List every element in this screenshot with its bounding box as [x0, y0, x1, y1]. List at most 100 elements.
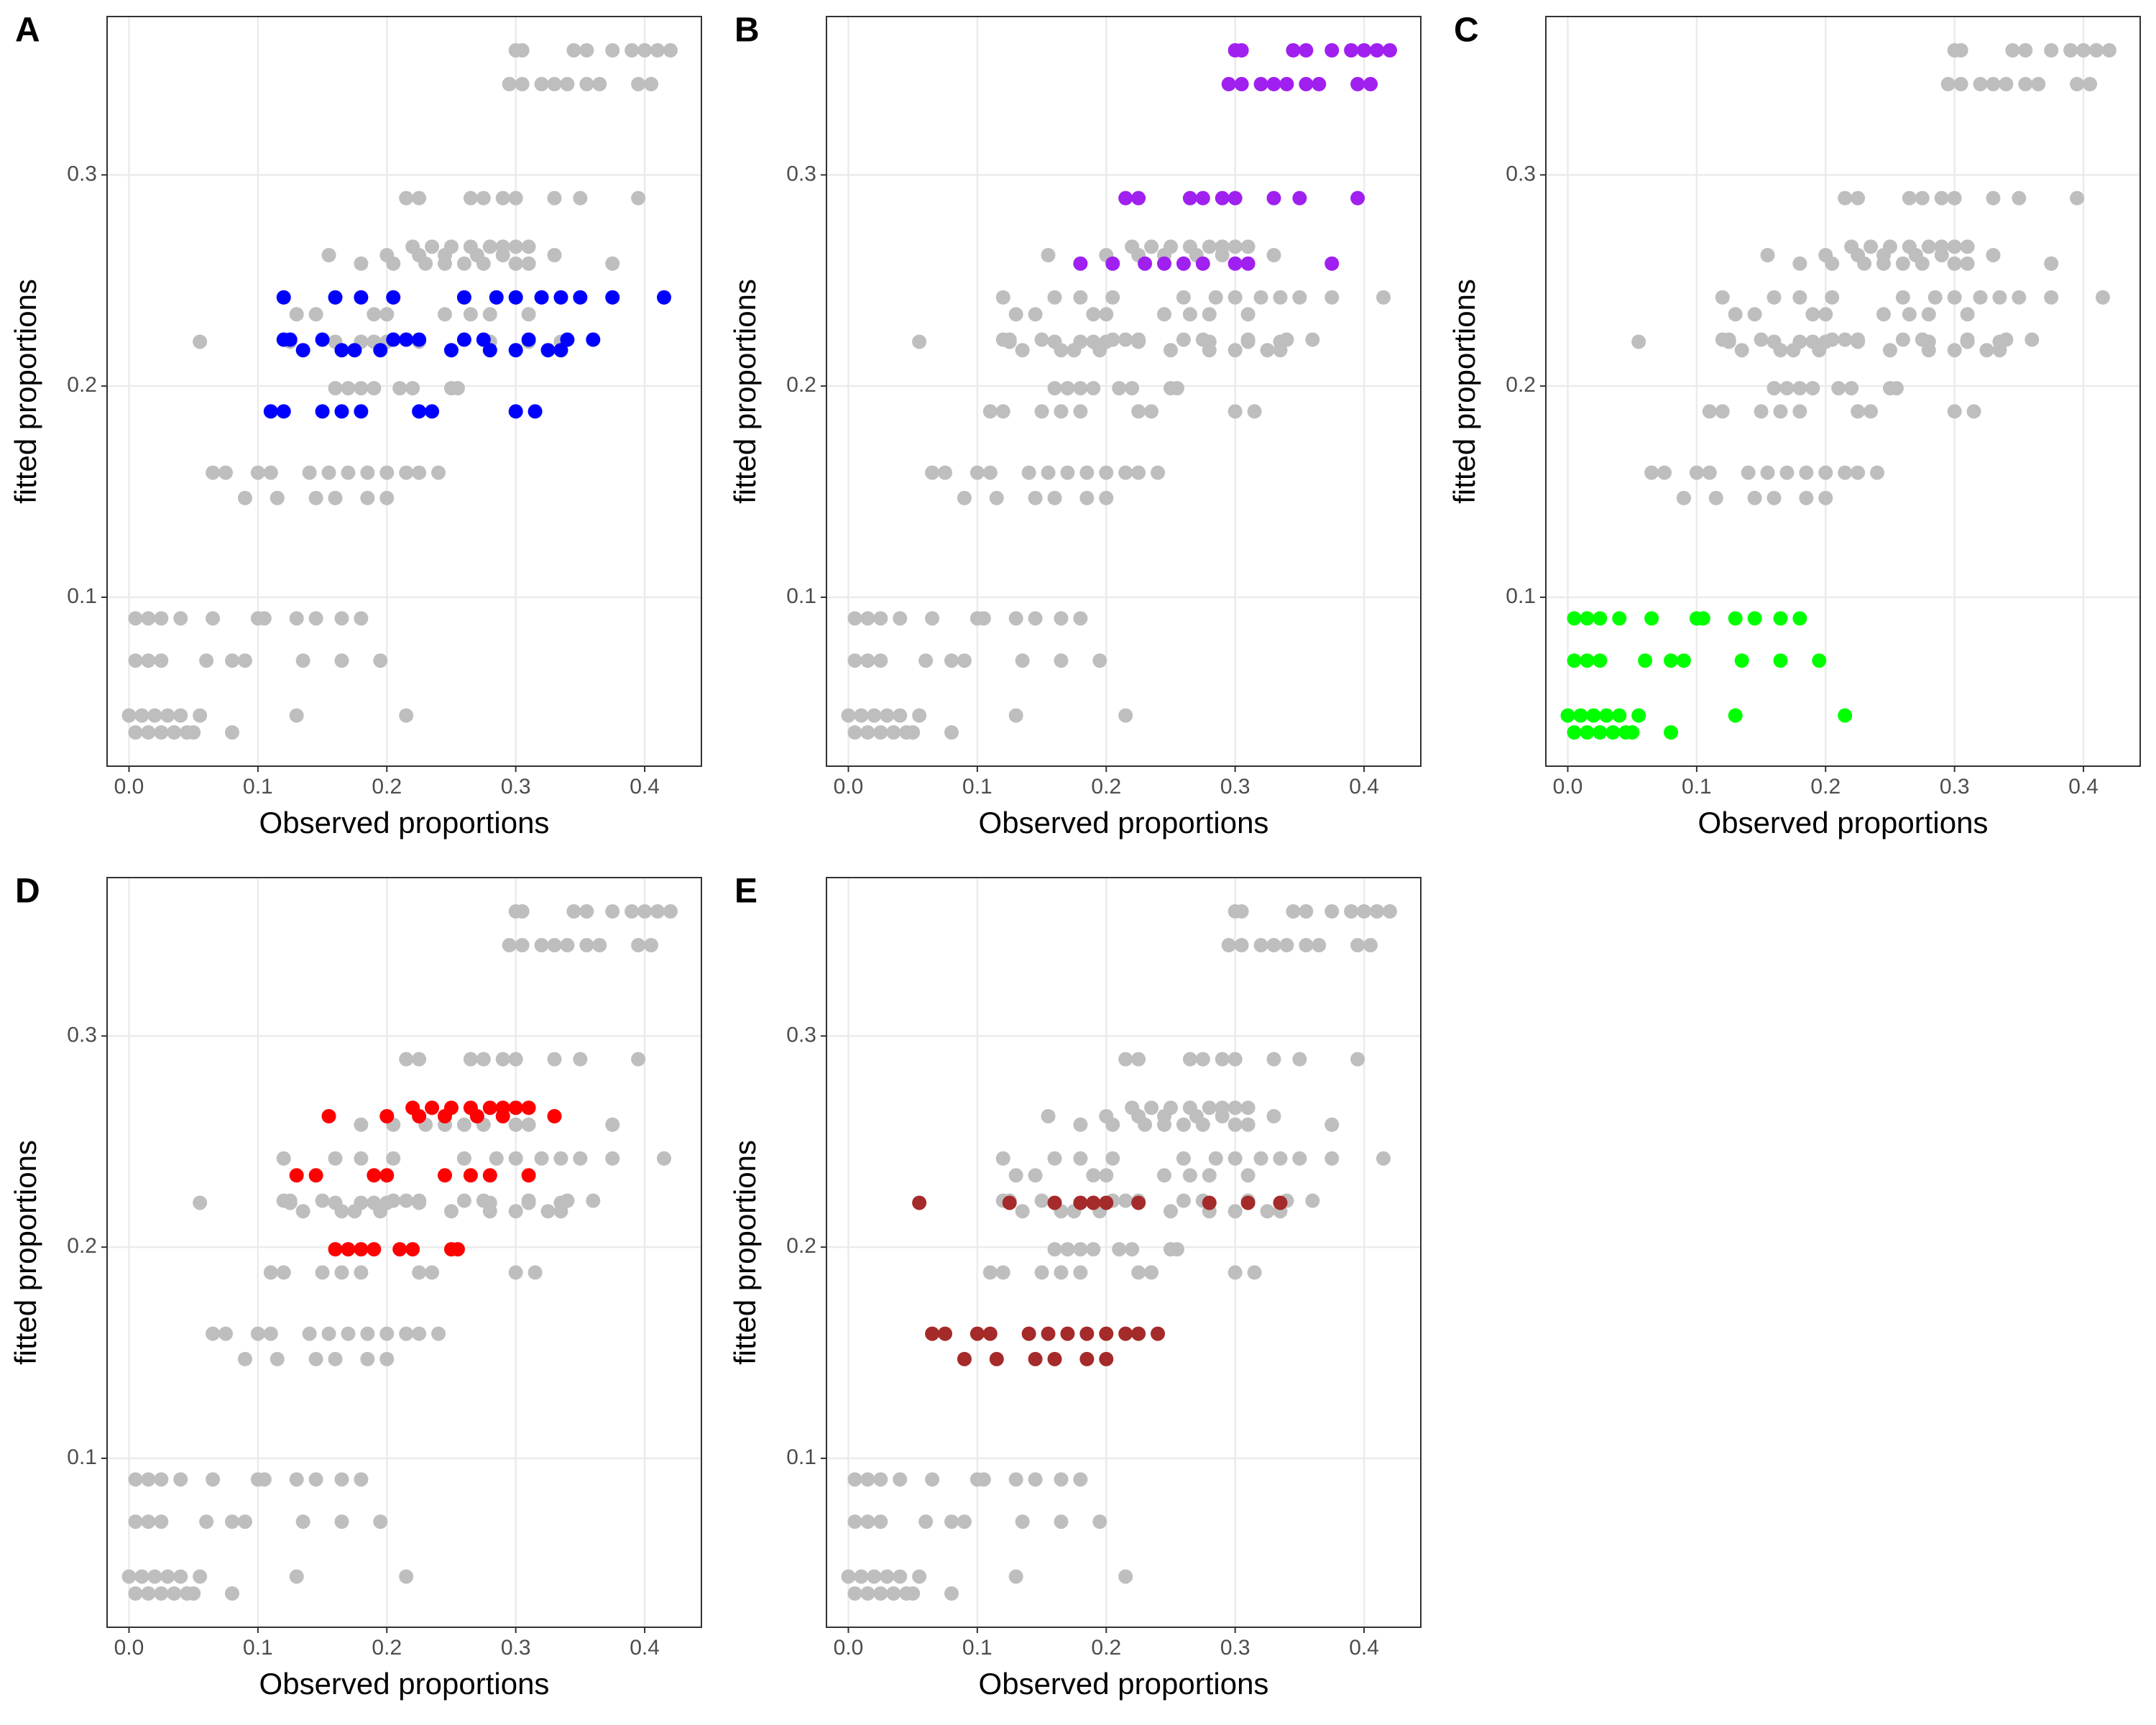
- point: [315, 1193, 330, 1208]
- point: [1240, 1168, 1256, 1183]
- point: [1131, 1265, 1146, 1280]
- point: [1350, 1052, 1365, 1067]
- point: [1370, 43, 1385, 58]
- point: [1054, 653, 1069, 668]
- point: [1008, 708, 1023, 723]
- point: [354, 256, 369, 271]
- point: [276, 290, 291, 305]
- point: [341, 1242, 356, 1257]
- point: [573, 190, 588, 206]
- point: [173, 611, 188, 626]
- point: [2070, 77, 2085, 92]
- point: [521, 307, 536, 322]
- point: [637, 43, 653, 58]
- point: [1221, 938, 1236, 953]
- point: [579, 938, 594, 953]
- point: [379, 247, 395, 262]
- point: [1215, 190, 1230, 206]
- point: [2012, 190, 2027, 206]
- point: [367, 381, 382, 396]
- point: [199, 1514, 214, 1530]
- panel: 0.0 0.1 0.2 0.3 0.4 0.1 0.2 0.3 Observed proport…: [728, 873, 1422, 1701]
- point: [1734, 653, 1749, 668]
- point: [1792, 611, 1807, 626]
- point: [1376, 1151, 1391, 1166]
- point: [1086, 307, 1101, 322]
- point: [1664, 724, 1679, 740]
- point: [206, 1326, 221, 1341]
- point: [405, 381, 420, 396]
- point: [1851, 190, 1866, 206]
- point: [147, 1569, 162, 1584]
- point: [631, 1052, 646, 1067]
- point: [1176, 1117, 1191, 1132]
- point: [315, 1265, 330, 1280]
- point: [495, 247, 510, 262]
- point: [1118, 190, 1133, 206]
- point: [502, 77, 517, 92]
- point: [1227, 1151, 1243, 1166]
- point: [873, 1514, 888, 1530]
- point: [1131, 334, 1146, 349]
- point: [463, 1052, 478, 1067]
- point: [1812, 653, 1827, 668]
- point: [1131, 1326, 1146, 1341]
- point: [463, 307, 478, 322]
- point: [1008, 1168, 1023, 1183]
- point: [566, 43, 581, 58]
- point: [1034, 404, 1049, 419]
- x-tick-label: 0.0: [1553, 775, 1583, 799]
- y-tick-label: 0.2: [786, 373, 816, 397]
- point: [650, 904, 665, 919]
- point: [1741, 465, 1756, 480]
- point: [521, 256, 536, 271]
- point: [354, 1265, 369, 1280]
- point: [1227, 239, 1243, 254]
- point: [193, 1195, 208, 1210]
- point: [847, 1514, 862, 1530]
- point: [1176, 1193, 1191, 1208]
- point: [1986, 247, 2001, 262]
- point: [1644, 465, 1659, 480]
- point: [1708, 490, 1723, 505]
- point: [867, 1569, 882, 1584]
- point: [141, 1514, 156, 1530]
- point: [989, 490, 1004, 505]
- point: [1895, 332, 1910, 347]
- point: [1028, 1472, 1043, 1487]
- point: [276, 404, 291, 419]
- point: [1560, 708, 1575, 723]
- x-tick-label: 0.4: [1349, 775, 1379, 799]
- point: [1253, 77, 1268, 92]
- y-tick-label: 0.1: [67, 584, 97, 608]
- point: [1986, 190, 2001, 206]
- point: [906, 1586, 921, 1601]
- point: [605, 256, 620, 271]
- panel-label: E: [734, 873, 757, 911]
- point: [308, 611, 323, 626]
- point: [308, 1351, 323, 1366]
- point: [1073, 1195, 1088, 1210]
- point: [1047, 1351, 1062, 1366]
- point: [1015, 343, 1030, 358]
- point: [841, 708, 856, 723]
- point: [1779, 465, 1795, 480]
- point: [1163, 1204, 1178, 1219]
- point: [1966, 404, 1981, 419]
- point: [1593, 653, 1608, 668]
- point: [1176, 290, 1191, 305]
- point: [328, 1195, 343, 1210]
- point: [1350, 77, 1365, 92]
- x-tick-label: 0.2: [1091, 1636, 1121, 1660]
- point: [631, 77, 646, 92]
- point: [1580, 724, 1595, 740]
- point: [553, 343, 568, 358]
- point: [1870, 465, 1885, 480]
- point: [289, 1569, 304, 1584]
- point: [1325, 1117, 1340, 1132]
- point: [1041, 1326, 1056, 1341]
- point: [1099, 334, 1114, 349]
- point: [1999, 77, 2014, 92]
- point: [605, 43, 620, 58]
- point: [1073, 1242, 1088, 1257]
